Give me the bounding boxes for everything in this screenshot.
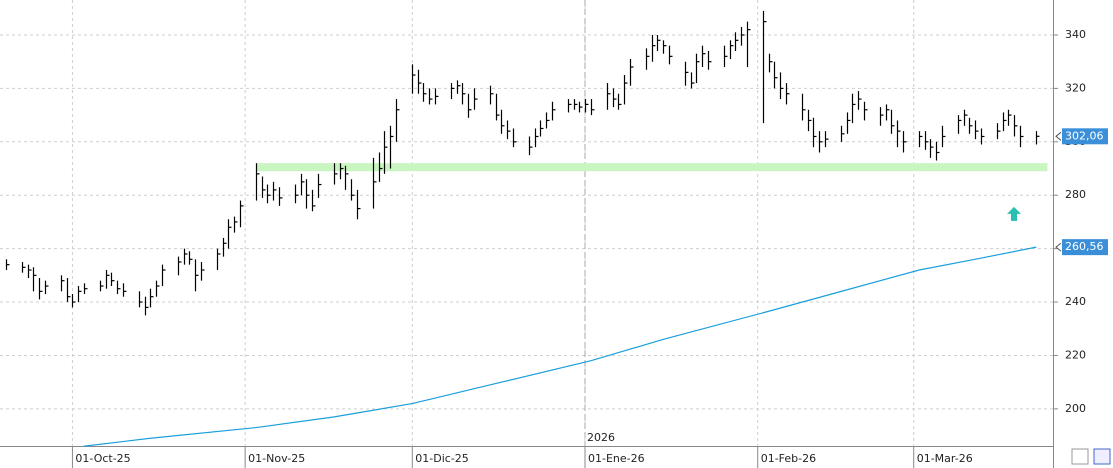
x-tick-label: 01-Mar-26 [917, 452, 973, 465]
year-label: 2026 [587, 431, 615, 444]
y-tick-label: 340 [1065, 28, 1086, 41]
last-value-box [1062, 239, 1108, 256]
scale-button[interactable] [1093, 448, 1111, 465]
y-tick-label: 240 [1065, 295, 1086, 308]
x-tick-label: 01-Nov-25 [248, 452, 305, 465]
y-tick-label: 280 [1065, 188, 1086, 201]
last-value-pointer [1055, 131, 1062, 141]
x-tick-label: 01-Oct-25 [75, 452, 130, 465]
support-band [256, 163, 1048, 172]
x-tick-label: 01-Feb-26 [761, 452, 816, 465]
y-tick-label: 220 [1065, 348, 1086, 361]
last-value-label: 260,56 [1065, 240, 1104, 253]
last-value-pointer [1055, 242, 1062, 252]
arrow [1007, 206, 1021, 221]
moving-average-line [83, 246, 1037, 447]
x-tick-label: 01-Ene-26 [588, 452, 645, 465]
x-tick-label: 01-Dic-25 [415, 452, 469, 465]
last-value-box [1062, 128, 1108, 145]
y-tick-label: 200 [1065, 402, 1086, 415]
y-tick-label: 320 [1065, 81, 1086, 94]
zoom-button[interactable] [1071, 448, 1089, 465]
last-value-label: 302,06 [1065, 129, 1104, 142]
